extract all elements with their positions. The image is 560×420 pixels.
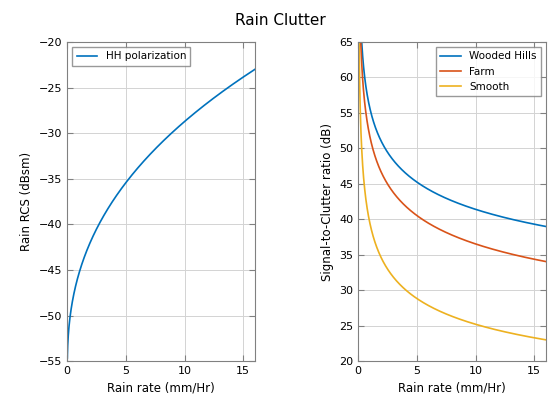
HH polarization	[214, 93, 221, 98]
Legend: Wooded Hills, Farm, Smooth: Wooded Hills, Farm, Smooth	[436, 47, 541, 96]
Farm	[438, 228, 445, 233]
Line: HH polarization: HH polarization	[67, 69, 255, 358]
Smooth	[431, 306, 437, 311]
Line: Wooded Hills: Wooded Hills	[358, 42, 546, 226]
Legend: HH polarization: HH polarization	[72, 47, 190, 66]
Farm	[374, 161, 381, 166]
HH polarization	[147, 152, 153, 157]
Smooth	[438, 309, 445, 314]
Wooded Hills	[505, 216, 511, 221]
Farm	[431, 224, 437, 229]
Wooded Hills	[431, 190, 437, 195]
Farm	[501, 250, 508, 255]
X-axis label: Rain rate (mm/Hr): Rain rate (mm/Hr)	[107, 382, 215, 395]
Farm	[505, 251, 511, 256]
Wooded Hills	[501, 215, 508, 220]
Wooded Hills	[374, 131, 381, 136]
X-axis label: Rain rate (mm/Hr): Rain rate (mm/Hr)	[398, 382, 506, 395]
HH polarization	[251, 67, 258, 72]
Y-axis label: Rain RCS (dBsm): Rain RCS (dBsm)	[20, 152, 33, 251]
Wooded Hills	[438, 193, 445, 198]
HH polarization	[140, 159, 147, 164]
Wooded Hills	[484, 210, 491, 215]
Text: Rain Clutter: Rain Clutter	[235, 13, 325, 28]
Farm	[484, 245, 491, 250]
Farm	[355, 39, 362, 45]
Smooth	[355, 39, 362, 45]
Line: Farm: Farm	[358, 42, 546, 262]
Smooth	[374, 247, 381, 252]
HH polarization	[83, 249, 90, 254]
Smooth	[484, 325, 491, 330]
HH polarization	[64, 355, 71, 360]
Wooded Hills	[355, 39, 362, 45]
HH polarization	[193, 109, 199, 114]
Y-axis label: Signal-to-Clutter ratio (dB): Signal-to-Clutter ratio (dB)	[321, 123, 334, 281]
Farm	[543, 259, 549, 264]
Line: Smooth: Smooth	[358, 42, 546, 340]
Smooth	[543, 337, 549, 342]
HH polarization	[211, 96, 217, 101]
Wooded Hills	[543, 224, 549, 229]
Smooth	[505, 330, 511, 335]
Smooth	[501, 329, 508, 334]
